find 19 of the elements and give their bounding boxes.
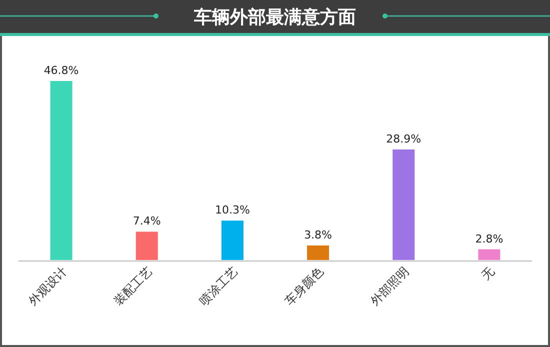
x-tick-label: 装配工艺 — [111, 264, 155, 308]
data-label: 7.4% — [132, 214, 161, 228]
bar — [307, 245, 330, 260]
x-tick-label: 车身颜色 — [282, 264, 326, 308]
x-tick-label: 外观设计 — [26, 264, 70, 308]
x-tick-label: 无 — [478, 264, 498, 283]
bar — [478, 249, 500, 260]
data-label: 28.9% — [386, 132, 422, 146]
data-label: 46.8% — [44, 64, 79, 77]
chart-title: 车辆外部最满意方面 — [193, 7, 356, 28]
bar — [136, 232, 158, 260]
data-label: 3.8% — [304, 228, 332, 242]
x-tick-label: 外部照明 — [368, 264, 412, 308]
bar — [221, 220, 244, 260]
bar — [392, 149, 415, 260]
bar — [50, 81, 72, 260]
x-tick-label: 喷涂工艺 — [196, 264, 241, 308]
data-label: 2.8% — [475, 232, 504, 246]
data-label: 10.3% — [214, 204, 250, 217]
